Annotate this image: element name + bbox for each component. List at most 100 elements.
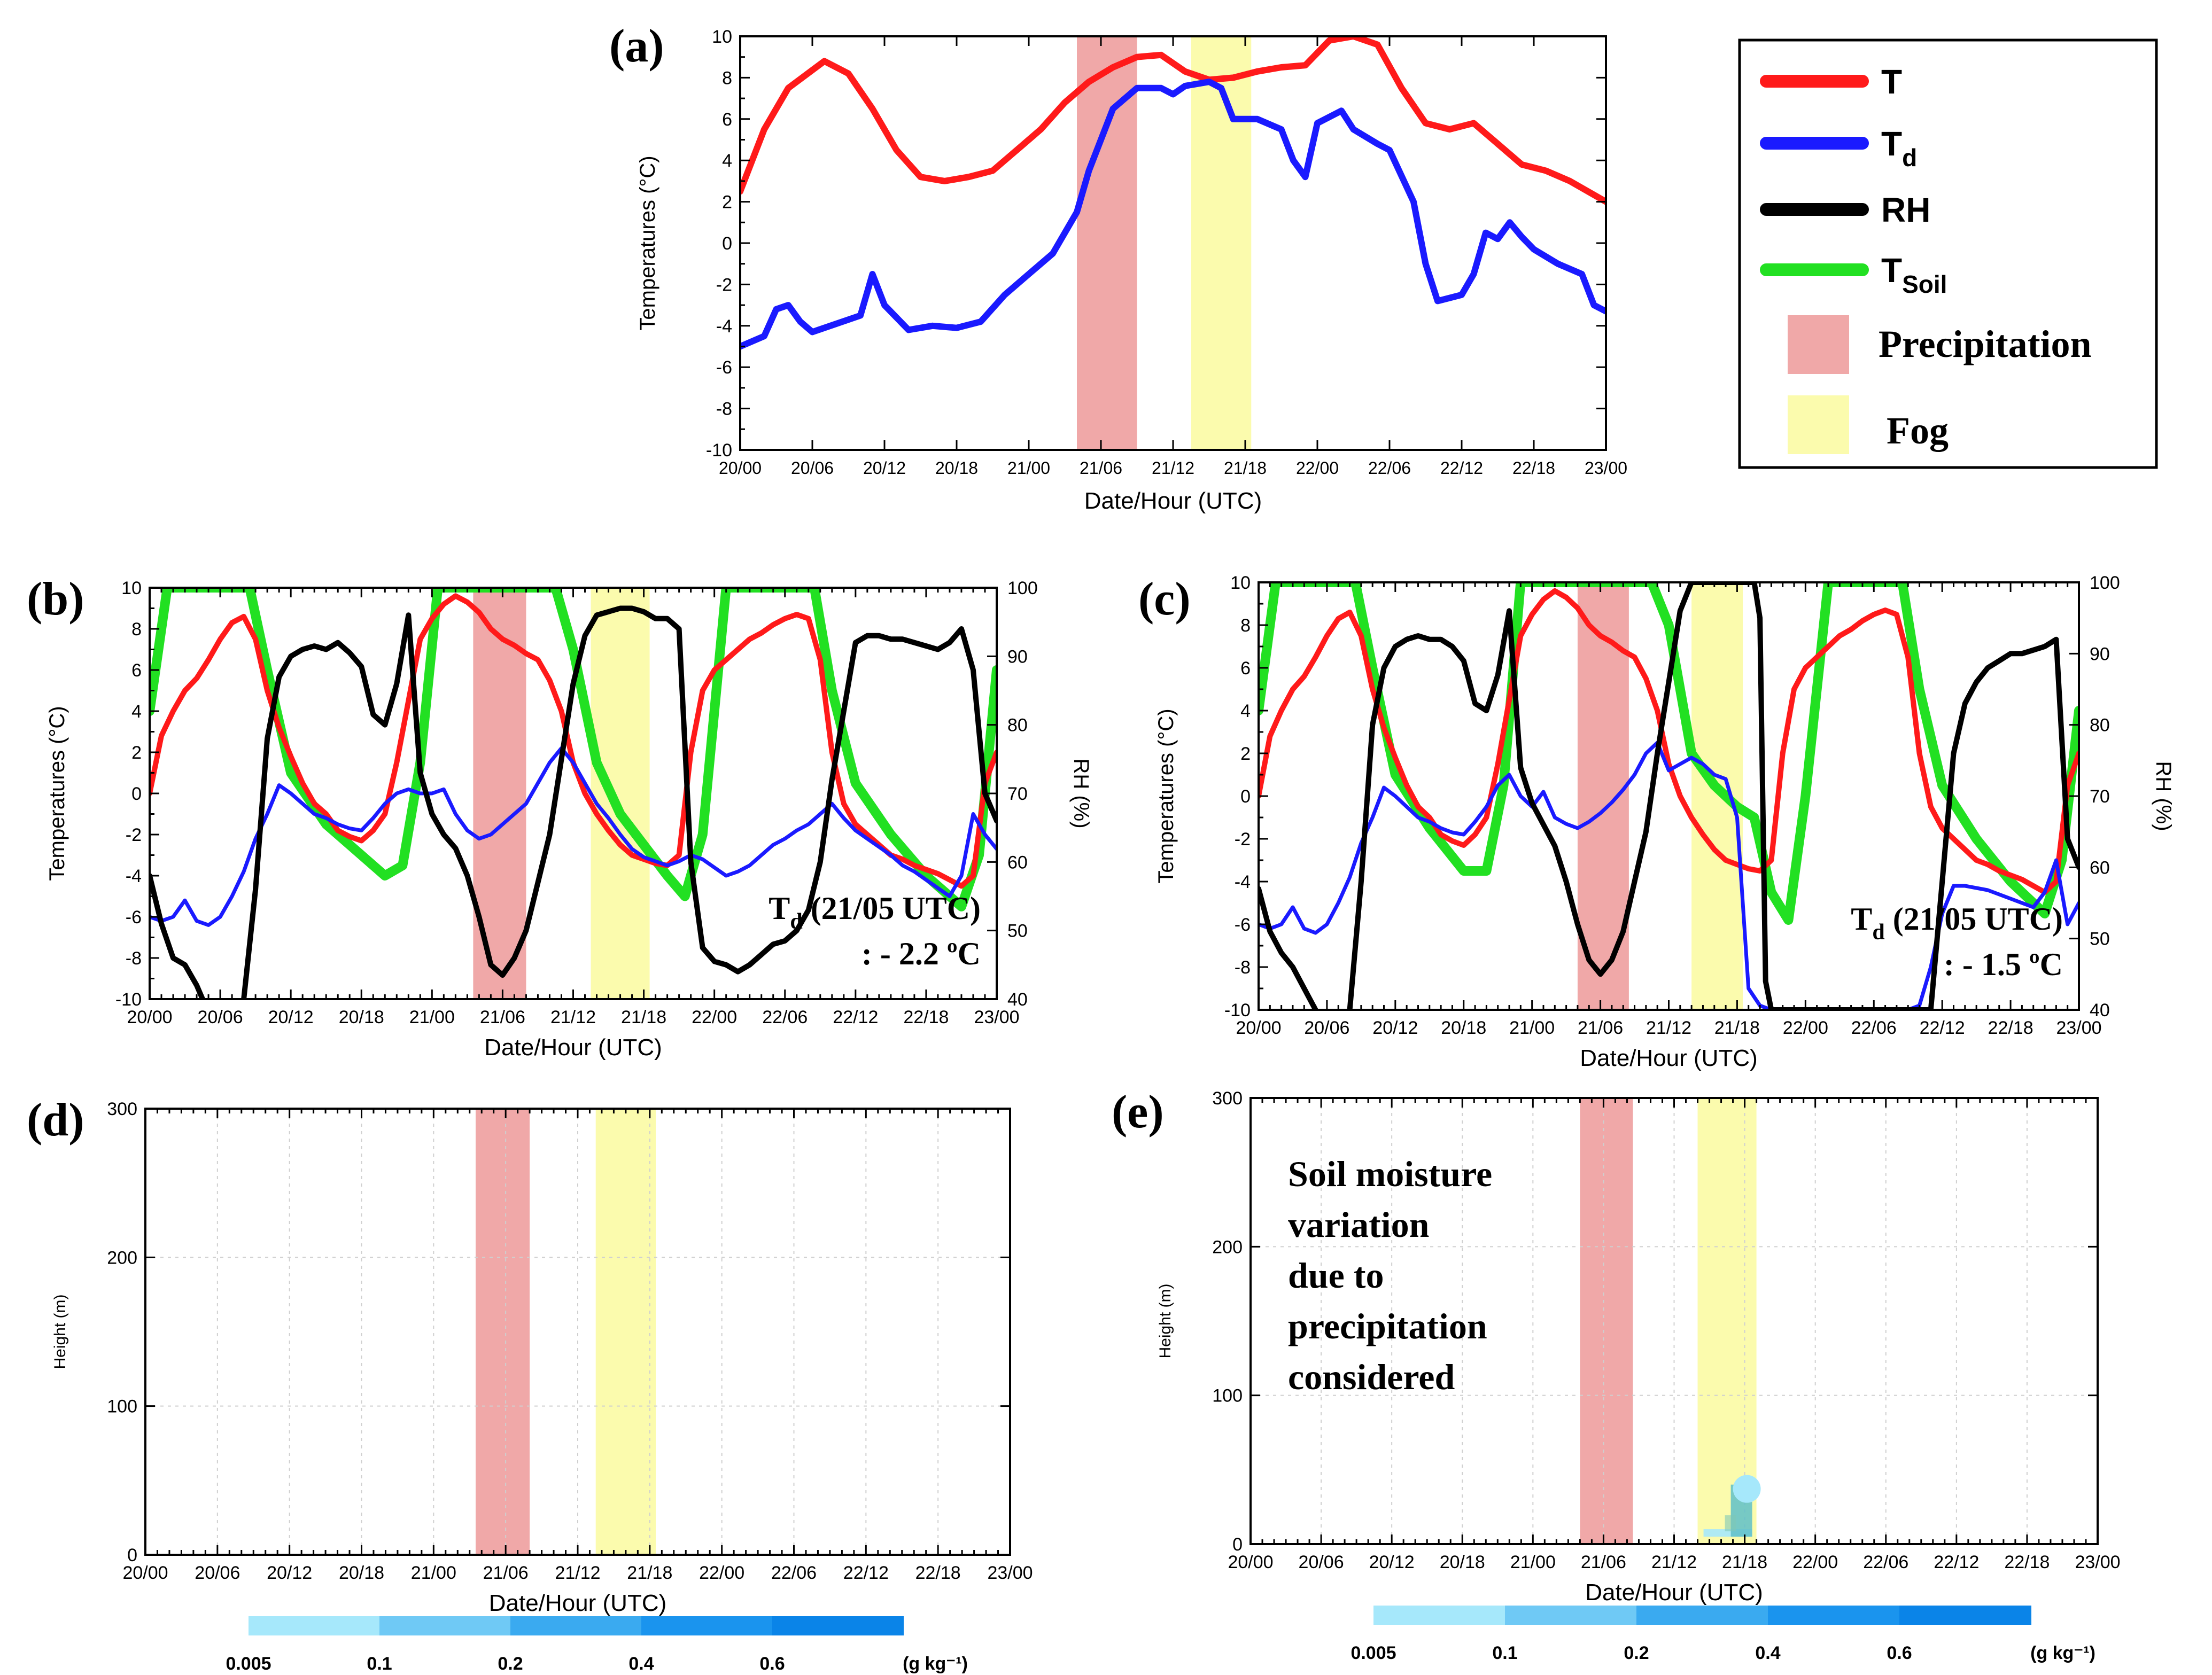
- panel-c-xtick-label: 22/06: [1851, 1018, 1897, 1038]
- panel-b-label: (b): [27, 573, 84, 625]
- axes-layer: [144, 35, 2099, 1556]
- panel-d-xtick-label: 20/00: [122, 1563, 168, 1583]
- panel-d-xlabel: Date/Hour (UTC): [489, 1590, 667, 1616]
- panel-c-ytick-label: 2: [1240, 744, 1251, 764]
- panel-a-series-td: [740, 79, 1606, 350]
- panel-b-ytick-label: 10: [121, 578, 142, 598]
- panel-b-ytick-label: 6: [131, 660, 142, 681]
- data-layer: [150, 36, 2079, 1635]
- panel-e-colorbar-segment: [1768, 1606, 1900, 1625]
- panel-c-ytick-label: 4: [1240, 701, 1251, 721]
- legend-tsoil-label: TSoil: [1881, 251, 1947, 298]
- panel-b-xtick-label: 22/00: [692, 1007, 737, 1027]
- panel-c-fog-band: [1691, 582, 1743, 1010]
- grid-layer: [145, 1098, 2098, 1555]
- panel-c-ytick-label: -4: [1235, 872, 1251, 892]
- panel-a-xtick-label: 20/12: [863, 458, 906, 478]
- legend-t-label: T: [1881, 63, 1902, 101]
- panel-a-series-group: [740, 36, 1606, 350]
- panel-d-colorbar-label: 0.6: [759, 1654, 785, 1674]
- panel-e-annotation-text: precipitation: [1288, 1306, 1487, 1346]
- panel-c-xtick-label: 22/00: [1783, 1018, 1828, 1038]
- panel-a-ytick-label: -8: [716, 399, 732, 419]
- panel-d-xtick-label: 20/12: [267, 1563, 312, 1583]
- panel-c-ytick-label: 6: [1240, 658, 1251, 679]
- panel-b-xtick-label: 23/00: [974, 1007, 1019, 1027]
- panel-c-series-tsoil: [1259, 582, 2079, 925]
- panel-b-y2label: RH (%): [1069, 758, 1093, 828]
- panel-e-ytick-label: 0: [1232, 1534, 1243, 1555]
- panel-e-colorbar-segment: [1636, 1606, 1768, 1625]
- panel-b-ytick-label: -2: [126, 825, 142, 845]
- legend: T Td RH TSoil Precipitation Fog: [1738, 38, 2158, 469]
- panel-d-colorbar-label: 0.4: [628, 1654, 654, 1674]
- panel-e-colorbar-label: 0.1: [1492, 1643, 1517, 1663]
- panel-e-annotation-text: due to: [1288, 1255, 1384, 1296]
- panel-a-xtick-label: 22/00: [1296, 458, 1339, 478]
- panel-b-xtick-label: 21/12: [550, 1007, 596, 1027]
- panel-e-xtick-label: 21/00: [1510, 1552, 1556, 1572]
- panel-b-xtick-label: 21/06: [480, 1007, 525, 1027]
- panel-c-xtick-label: 23/00: [2056, 1018, 2101, 1038]
- panel-c-xtick-label: 22/18: [1988, 1018, 2034, 1038]
- panel-b-xtick-label: 22/06: [762, 1007, 808, 1027]
- panel-e-xtick-label: 20/18: [1440, 1552, 1485, 1572]
- legend-precipitation-swatch: [1788, 315, 1849, 374]
- panel-d-colorbar-segment: [772, 1616, 904, 1635]
- panel-d-fog-band: [595, 1109, 656, 1555]
- panel-e-fog-band: [1697, 1098, 1757, 1544]
- panel-b-y2tick-label: 80: [1007, 715, 1028, 736]
- panel-a-ytick-label: -4: [716, 316, 732, 337]
- panel-c-xtick-label: 20/06: [1304, 1018, 1349, 1038]
- panel-c-series-td: [1259, 741, 2079, 1010]
- panel-b-y2tick-label: 100: [1007, 578, 1038, 598]
- panel-e-colorbar-label: 0.4: [1755, 1643, 1780, 1663]
- panel-e-annotation-text: variation: [1288, 1204, 1429, 1245]
- panel-a-xtick-label: 20/18: [935, 458, 978, 478]
- panel-e-moisture-fill: [1725, 1515, 1736, 1532]
- panel-c-ytick-label: -6: [1235, 915, 1251, 935]
- panel-c-xlabel: Date/Hour (UTC): [1580, 1045, 1758, 1071]
- panel-c-xtick-label: 20/12: [1372, 1018, 1418, 1038]
- panel-d-xtick-label: 20/18: [339, 1563, 384, 1583]
- panel-a-xtick-label: 21/06: [1080, 458, 1122, 478]
- panel-b-series-group: [150, 588, 997, 999]
- panel-d-colorbar-unit: (g kg⁻¹): [903, 1654, 968, 1674]
- panel-e-xtick-label: 22/00: [1792, 1552, 1838, 1572]
- panel-c-annotation-line1: Td (21/05 UTC): [1851, 901, 2063, 945]
- panel-b-y2tick-label: 60: [1007, 852, 1028, 872]
- panel-e-label: (e): [1112, 1086, 1164, 1138]
- panel-e-xlabel: Date/Hour (UTC): [1585, 1579, 1763, 1606]
- panel-c-annotation-line2: : - 1.5 ºC: [1944, 947, 2063, 982]
- panel-d-colorbar-segment: [641, 1616, 773, 1635]
- legend-precipitation-label: Precipitation: [1879, 323, 2092, 365]
- panel-a-ytick-label: 2: [722, 192, 732, 213]
- panel-d-colorbar-label: 0.005: [226, 1654, 271, 1674]
- panel-b-xtick-label: 20/18: [339, 1007, 384, 1027]
- panel-d-ytick-label: 100: [107, 1397, 137, 1417]
- panel-d-xtick-label: 22/12: [843, 1563, 889, 1583]
- panel-d-xtick-label: 21/06: [483, 1563, 529, 1583]
- panel-b-xtick-label: 20/00: [127, 1007, 172, 1027]
- panel-e-colorbar-label: 0.6: [1887, 1643, 1912, 1663]
- panel-e-xtick-label: 21/12: [1651, 1552, 1697, 1572]
- panel-e-xtick-label: 22/12: [1934, 1552, 1979, 1572]
- panel-d-xtick-label: 20/06: [195, 1563, 240, 1583]
- panel-e-annotation-text: considered: [1288, 1357, 1455, 1397]
- panel-c-y2tick-label: 60: [2090, 858, 2110, 878]
- panel-a-ytick-label: -10: [706, 440, 732, 461]
- panel-b-ytick-label: 0: [131, 784, 142, 804]
- panel-d-xtick-label: 23/00: [987, 1563, 1033, 1583]
- panel-e-xtick-label: 20/06: [1299, 1552, 1344, 1572]
- panel-a-ytick-label: 10: [712, 27, 732, 47]
- panel-c-y2tick-label: 80: [2090, 715, 2110, 736]
- panel-b-fog-band: [591, 588, 650, 999]
- panel-a-xtick-label: 21/12: [1152, 458, 1194, 478]
- panel-e-precipitation-band: [1580, 1098, 1633, 1544]
- panel-b-xtick-label: 21/00: [409, 1007, 455, 1027]
- panel-d-ytick-label: 300: [107, 1099, 137, 1119]
- panel-b-ytick-label: 2: [131, 743, 142, 763]
- panel-e-xtick-label: 20/00: [1228, 1552, 1273, 1572]
- panel-a-xtick-label: 22/12: [1440, 458, 1483, 478]
